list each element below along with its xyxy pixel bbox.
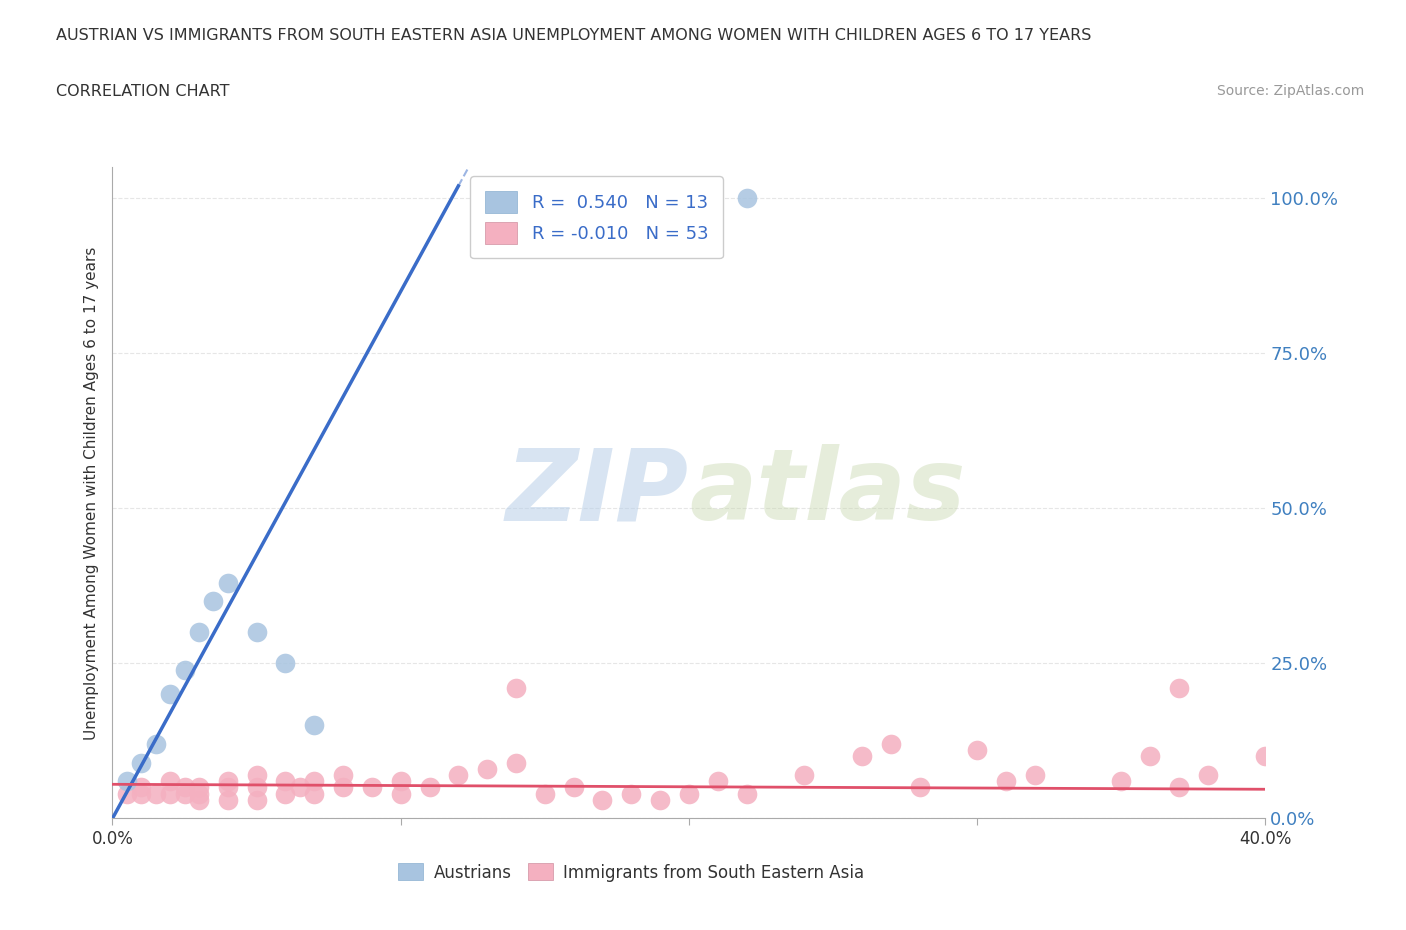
Point (851, 749, 873, 764)
Point (274, 786, 297, 801)
Point (620, 786, 643, 801)
Point (793, 767, 815, 782)
Point (173, 780, 195, 795)
Point (304, 786, 326, 801)
Text: ZIP: ZIP (506, 445, 689, 541)
Point (159, 774, 181, 789)
Point (1139, 749, 1161, 764)
Point (1254, 749, 1277, 764)
Point (115, 786, 138, 801)
Point (159, 786, 181, 801)
Point (159, 687, 181, 702)
Point (188, 625, 211, 640)
Text: CORRELATION CHART: CORRELATION CHART (56, 84, 229, 99)
Point (419, 780, 441, 795)
Point (188, 780, 211, 795)
Point (389, 786, 412, 801)
Point (475, 191, 499, 206)
Legend: Austrians, Immigrants from South Eastern Asia: Austrians, Immigrants from South Eastern… (392, 857, 870, 888)
Point (592, 792, 614, 807)
Point (246, 767, 269, 782)
Point (246, 625, 269, 640)
Point (995, 774, 1018, 789)
Point (246, 792, 269, 807)
Point (217, 780, 239, 795)
Point (188, 786, 211, 801)
Point (1197, 767, 1219, 782)
Point (447, 767, 470, 782)
Point (217, 774, 239, 789)
Point (332, 767, 354, 782)
Point (129, 786, 153, 801)
Point (188, 792, 211, 807)
Text: AUSTRIAN VS IMMIGRANTS FROM SOUTH EASTERN ASIA UNEMPLOYMENT AMONG WOMEN WITH CHI: AUSTRIAN VS IMMIGRANTS FROM SOUTH EASTER… (56, 28, 1091, 43)
Point (735, 786, 758, 801)
Point (217, 576, 239, 591)
Point (173, 662, 195, 677)
Point (145, 786, 167, 801)
Point (246, 780, 269, 795)
Point (202, 594, 225, 609)
Text: atlas: atlas (689, 445, 966, 541)
Point (475, 762, 499, 777)
Point (1167, 780, 1189, 795)
Point (115, 774, 138, 789)
Point (360, 780, 382, 795)
Point (173, 786, 195, 801)
Point (534, 786, 557, 801)
Point (650, 792, 672, 807)
Point (145, 737, 167, 751)
Point (217, 792, 239, 807)
Point (332, 780, 354, 795)
Point (1111, 774, 1133, 789)
Point (129, 780, 153, 795)
Point (1024, 767, 1046, 782)
Point (304, 774, 326, 789)
Point (678, 786, 700, 801)
Point (274, 774, 297, 789)
Point (505, 755, 527, 770)
Y-axis label: Unemployment Among Women with Children Ages 6 to 17 years: Unemployment Among Women with Children A… (83, 246, 98, 739)
Point (562, 780, 585, 795)
Point (389, 774, 412, 789)
Point (908, 780, 931, 795)
Point (304, 718, 326, 733)
Point (1167, 681, 1189, 696)
Point (966, 743, 988, 758)
Text: Source: ZipAtlas.com: Source: ZipAtlas.com (1216, 84, 1364, 98)
Point (274, 656, 297, 671)
Point (735, 191, 758, 206)
Point (505, 681, 527, 696)
Point (707, 774, 730, 789)
Point (129, 755, 153, 770)
Point (288, 780, 311, 795)
Point (880, 737, 903, 751)
